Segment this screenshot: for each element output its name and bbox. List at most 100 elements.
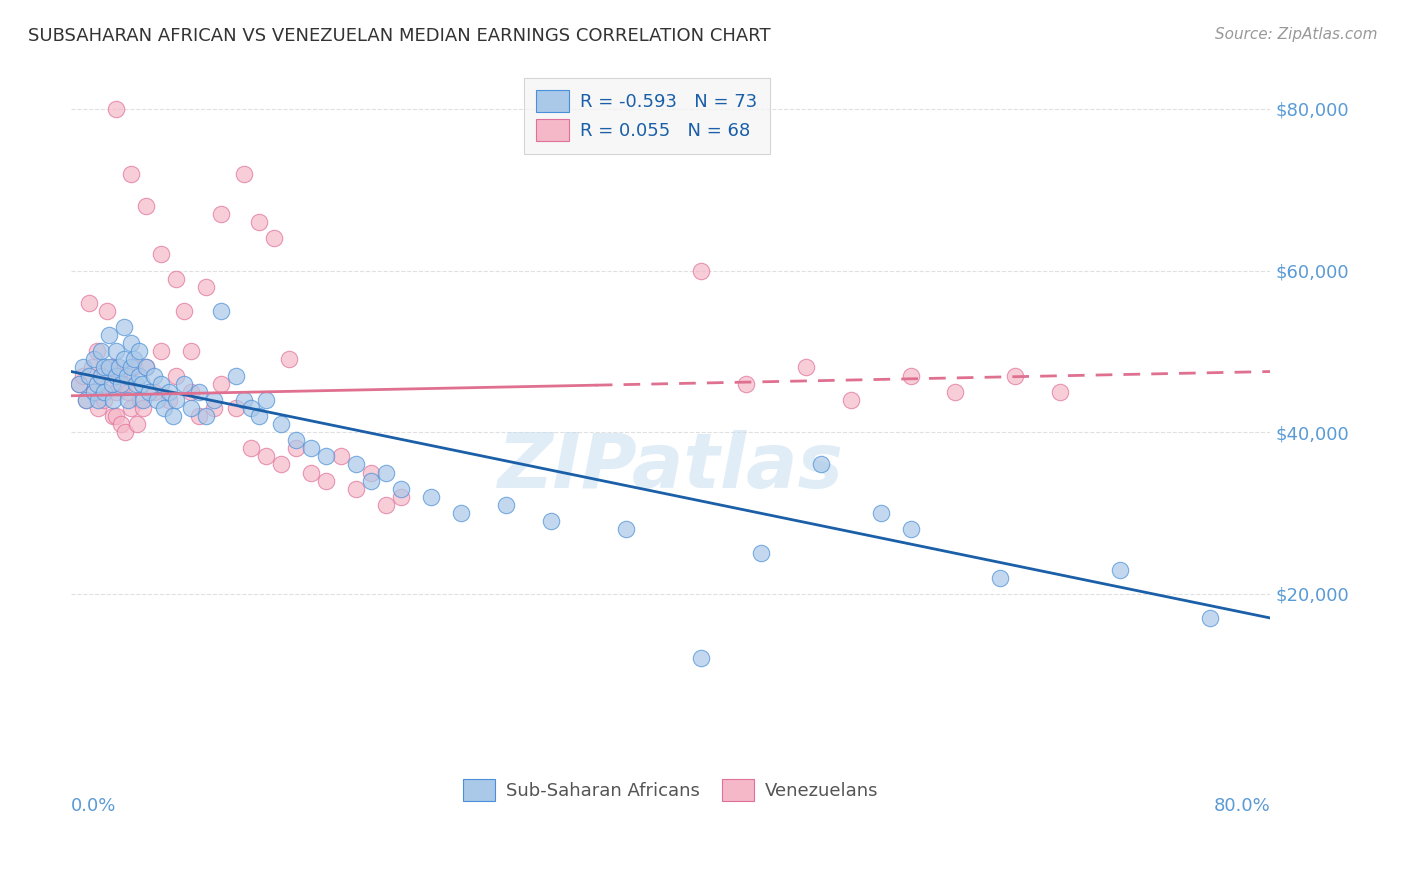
Point [285, 434, 308, 448]
Point [114, 425, 136, 439]
Point [180, 401, 202, 415]
Point [117, 392, 139, 407]
Point [254, 450, 277, 464]
Point [105, 409, 128, 423]
Point [87, 392, 110, 407]
Point [93, 392, 115, 407]
Point [165, 392, 187, 407]
Point [75, 392, 97, 407]
Point [734, 376, 756, 391]
Point [93, 360, 115, 375]
Point [689, 263, 711, 277]
Point [108, 360, 131, 375]
Point [90, 344, 112, 359]
Point [131, 376, 153, 391]
Point [110, 417, 132, 431]
Point [67, 376, 90, 391]
Point [277, 352, 299, 367]
Point [810, 458, 832, 472]
Point [128, 344, 150, 359]
Point [794, 360, 817, 375]
Point [157, 392, 180, 407]
Text: ZIPatlas: ZIPatlas [498, 430, 844, 504]
Point [202, 392, 225, 407]
Point [142, 368, 165, 383]
Point [77, 368, 100, 383]
Point [195, 279, 218, 293]
Point [209, 304, 232, 318]
Point [97, 328, 120, 343]
Point [344, 458, 367, 472]
Point [72, 360, 94, 375]
Point [187, 384, 209, 399]
Point [110, 376, 132, 391]
Point [689, 651, 711, 665]
Point [120, 167, 142, 181]
Point [202, 401, 225, 415]
Point [869, 506, 891, 520]
Point [1004, 368, 1026, 383]
Point [375, 466, 398, 480]
Point [419, 490, 441, 504]
Point [138, 384, 160, 399]
Point [83, 384, 105, 399]
Point [900, 368, 922, 383]
Point [945, 384, 967, 399]
Point [270, 458, 292, 472]
Point [749, 546, 772, 560]
Point [195, 409, 218, 423]
Point [128, 368, 150, 383]
Point [96, 304, 118, 318]
Point [105, 344, 128, 359]
Point [120, 336, 142, 351]
Point [129, 392, 152, 407]
Point [990, 571, 1012, 585]
Point [165, 271, 187, 285]
Point [495, 498, 517, 512]
Point [187, 409, 209, 423]
Point [142, 384, 165, 399]
Point [87, 401, 110, 415]
Point [108, 368, 131, 383]
Point [103, 392, 125, 407]
Point [105, 102, 128, 116]
Point [127, 417, 149, 431]
Point [330, 450, 353, 464]
Point [153, 401, 176, 415]
Point [86, 376, 108, 391]
Point [135, 360, 157, 375]
Point [1199, 611, 1222, 625]
Point [360, 466, 382, 480]
Point [240, 401, 263, 415]
Point [209, 376, 232, 391]
Point [315, 474, 337, 488]
Point [112, 352, 135, 367]
Point [112, 376, 135, 391]
Point [232, 167, 254, 181]
Text: Source: ZipAtlas.com: Source: ZipAtlas.com [1215, 27, 1378, 42]
Point [1049, 384, 1071, 399]
Point [105, 368, 128, 383]
Point [122, 352, 145, 367]
Point [614, 522, 637, 536]
Point [389, 482, 412, 496]
Point [132, 401, 155, 415]
Point [150, 344, 173, 359]
Text: 80.0%: 80.0% [1213, 797, 1270, 814]
Point [90, 368, 112, 383]
Point [115, 368, 138, 383]
Point [540, 514, 562, 528]
Point [1109, 562, 1132, 576]
Point [97, 360, 120, 375]
Point [72, 368, 94, 383]
Point [344, 482, 367, 496]
Point [122, 360, 145, 375]
Point [247, 409, 270, 423]
Point [165, 368, 187, 383]
Point [150, 376, 173, 391]
Point [254, 392, 277, 407]
Point [263, 231, 285, 245]
Point [225, 368, 247, 383]
Point [86, 344, 108, 359]
Point [839, 392, 862, 407]
